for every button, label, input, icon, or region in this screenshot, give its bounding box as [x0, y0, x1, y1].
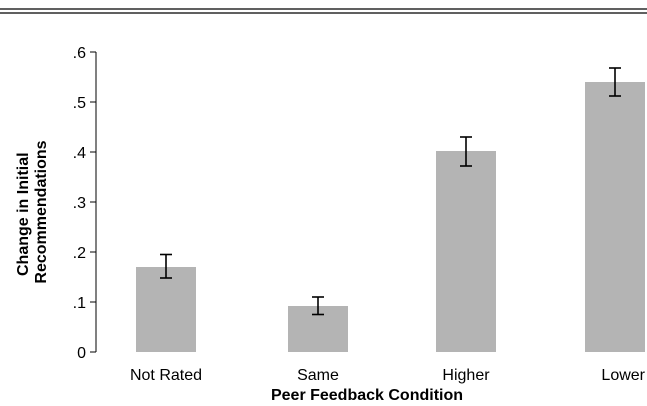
y-tick-label: .1 [73, 295, 86, 312]
y-axis-title: Change in Initial Recommendations [15, 140, 50, 283]
x-tick-label: Lower [601, 367, 645, 384]
error-bar [609, 67, 621, 97]
bar [585, 82, 645, 352]
y-tick-label: .4 [73, 145, 86, 162]
bar [136, 267, 196, 352]
y-axis: 0 .1 .2 .3 .4 .5 .6 [73, 45, 97, 362]
x-axis-labels: Not Rated Same Higher Lower [130, 367, 646, 384]
y-tick-label: .3 [73, 195, 86, 212]
error-bar [160, 253, 172, 279]
y-axis-title-line-1: Change in Initial [15, 152, 32, 276]
y-axis-title-line-2: Recommendations [33, 140, 50, 283]
x-tick-label: Same [297, 367, 339, 384]
y-tick-label: 0 [77, 345, 86, 362]
error-bar [312, 296, 324, 316]
error-bar [460, 136, 472, 167]
error-bars-layer [160, 67, 621, 316]
y-tick-label: .2 [73, 245, 86, 262]
x-tick-label: Not Rated [130, 367, 202, 384]
y-tick-label: .6 [73, 45, 86, 62]
x-axis-title: Peer Feedback Condition [271, 387, 463, 404]
bar [436, 151, 496, 352]
bars-layer [136, 82, 645, 352]
x-tick-label: Higher [442, 367, 490, 384]
y-tick-label: .5 [73, 95, 86, 112]
